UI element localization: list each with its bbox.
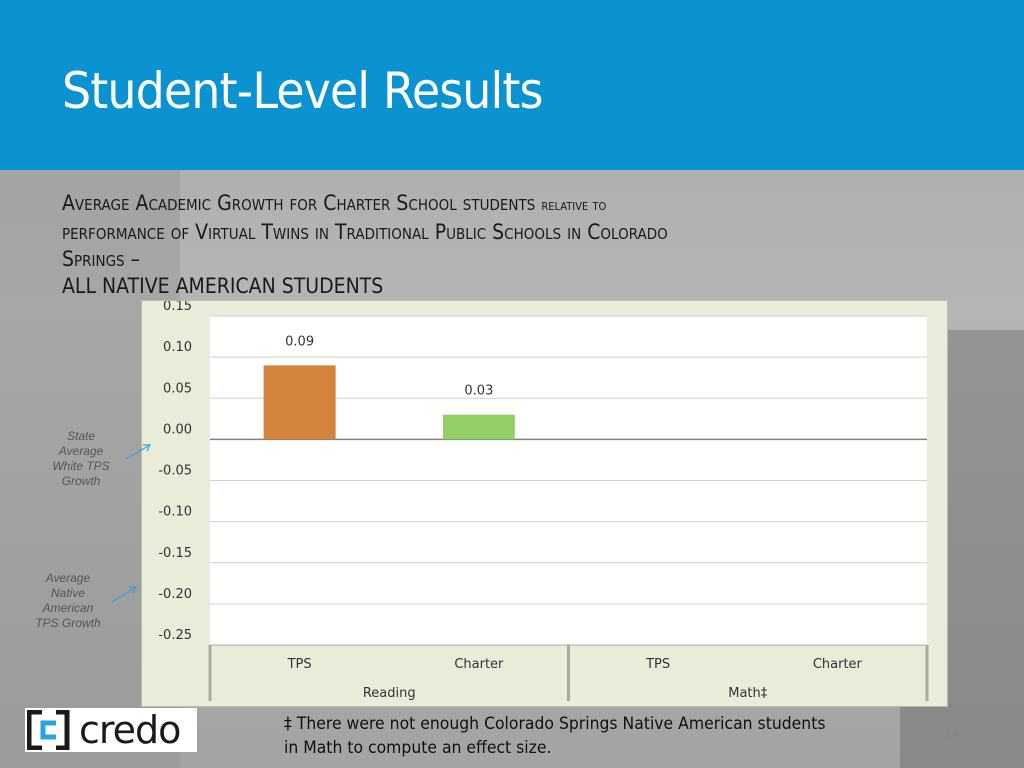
- credo-logo-text: credo: [79, 708, 181, 752]
- x-tick-label: Charter: [454, 657, 504, 672]
- y-tick-label: 0.05: [163, 381, 192, 396]
- y-tick-label: 0.10: [163, 340, 192, 355]
- x-tick-label: TPS: [287, 657, 312, 672]
- x-tick-label: TPS: [645, 657, 670, 672]
- chart-subtitle: Average Academic Growth for Charter Scho…: [62, 190, 836, 300]
- y-tick-label: -0.20: [158, 587, 192, 602]
- data-label: 0.03: [464, 384, 493, 399]
- x-tick-label: Charter: [813, 657, 863, 672]
- data-label: 0.09: [285, 334, 314, 349]
- bar-2: [442, 414, 515, 440]
- subtitle-line-1-b: relative to: [541, 196, 607, 214]
- y-tick-label: -0.25: [158, 628, 192, 643]
- page-title: Student-Level Results: [62, 62, 543, 120]
- credo-logo: credo: [25, 708, 197, 752]
- page-number: 14: [944, 726, 959, 741]
- bar-1: [263, 365, 336, 440]
- annotation-native-average: Average Native American TPS Growth: [35, 571, 101, 630]
- y-tick-label: 0.00: [163, 422, 192, 437]
- footnote-line-1: ‡ There were not enough Colorado Springs…: [284, 714, 826, 734]
- footnote: ‡ There were not enough Colorado Springs…: [284, 712, 825, 760]
- bar-chart: 0.15 0.10 0.05 0.00 -0.05 -0.10 -0.15 -0.20 -0.2…: [158, 301, 929, 701]
- footnote-line-2: in Math to compute an effect size.: [284, 738, 552, 758]
- y-tick-label: -0.15: [158, 546, 192, 561]
- group-label: Reading: [363, 686, 416, 701]
- credo-logo-icon: [27, 710, 70, 750]
- subtitle-line-3: Springs –: [62, 247, 141, 271]
- arrow-state-average-icon: [125, 444, 151, 460]
- group-label: Math‡: [728, 686, 768, 701]
- subtitle-line-1: Average Academic Growth for Charter Scho…: [62, 190, 836, 219]
- arrow-native-average-icon: [111, 586, 137, 603]
- subtitle-line-1-a: Average Academic Growth for Charter Scho…: [62, 191, 536, 215]
- y-tick-label: -0.05: [158, 464, 192, 479]
- y-tick-label: -0.10: [158, 505, 192, 520]
- chart-frame: 0.15 0.10 0.05 0.00 -0.05 -0.10 -0.15 -0.20 -0.2…: [141, 300, 948, 707]
- subtitle-line-4: ALL NATIVE AMERICAN STUDENTS: [62, 274, 384, 298]
- annotation-state-average: State Average White TPS Growth: [52, 429, 110, 488]
- subtitle-line-2: performance of Virtual Twins in Traditio…: [62, 220, 668, 244]
- y-tick-label: 0.15: [163, 301, 192, 314]
- header-bar: Student-Level Results: [0, 0, 1024, 170]
